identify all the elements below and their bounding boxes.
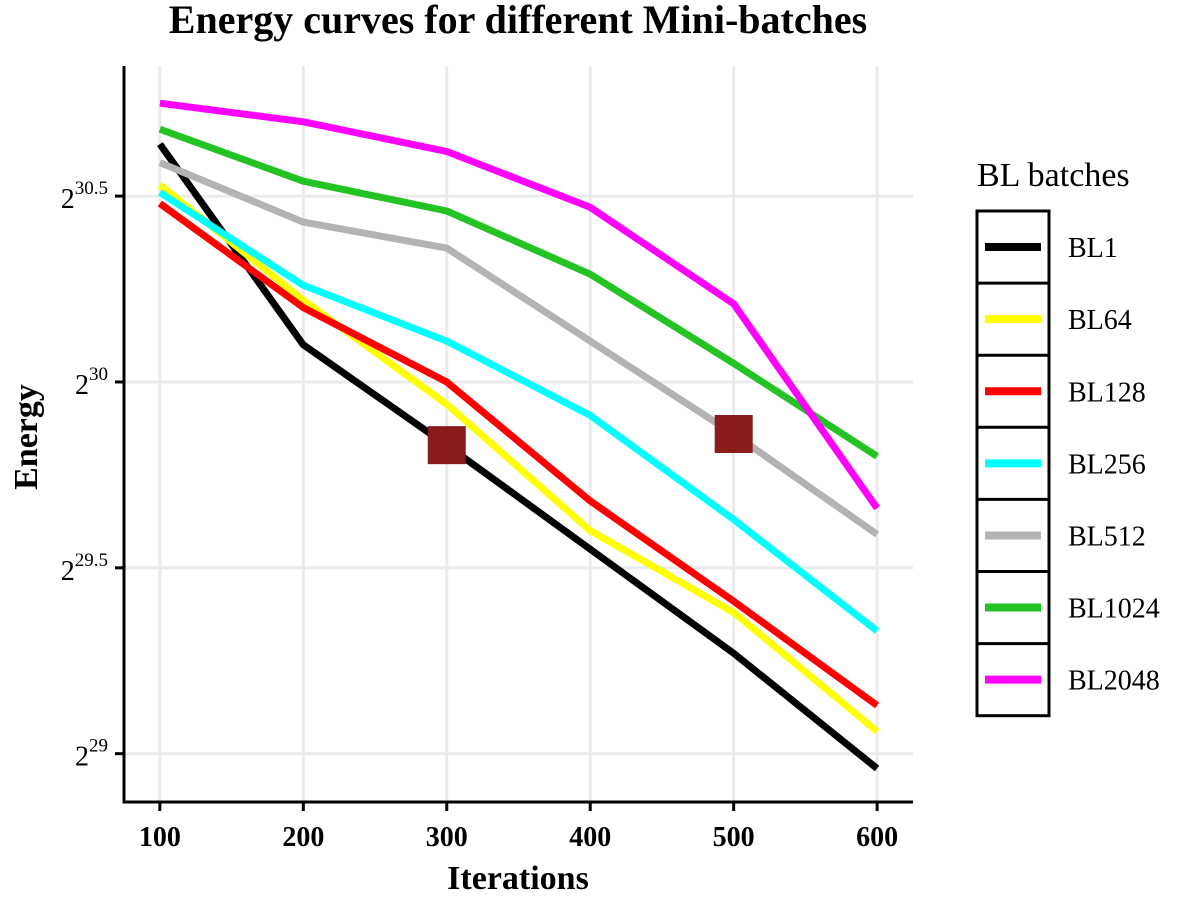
x-tick-label-2: 300 xyxy=(426,822,468,853)
x-tick-label-3: 400 xyxy=(569,822,611,853)
series-line-bl64 xyxy=(157,182,880,735)
legend-label-bl2048: BL2048 xyxy=(1068,666,1160,697)
y-tick-label-2: 230 xyxy=(75,364,108,401)
y-tick-label-0: 229 xyxy=(75,736,108,773)
legend-label-bl1024: BL1024 xyxy=(1068,594,1160,625)
x-tick-label-4: 500 xyxy=(713,822,755,853)
square-marker-1 xyxy=(714,415,753,453)
legend-label-bl128: BL128 xyxy=(1068,377,1146,408)
x-axis-label: Iterations xyxy=(447,860,589,897)
x-tick-label-5: 600 xyxy=(856,822,898,853)
series-line-bl512 xyxy=(158,159,880,538)
y-axis-label: Energy xyxy=(8,384,45,490)
legend-label-bl1: BL1 xyxy=(1068,233,1118,264)
y-tick-label-1: 229.5 xyxy=(61,550,108,587)
series-line-bl1 xyxy=(157,142,880,772)
series-layer xyxy=(157,99,880,772)
legend-title: BL batches xyxy=(977,157,1130,194)
y-tick-label-3: 230.5 xyxy=(61,178,108,215)
legend-label-bl64: BL64 xyxy=(1068,305,1132,336)
square-marker-0 xyxy=(427,426,466,465)
legend-label-bl256: BL256 xyxy=(1068,449,1146,480)
x-tick-label-0: 100 xyxy=(139,822,181,853)
marker-layer xyxy=(427,415,753,465)
x-tick-label-1: 200 xyxy=(282,822,324,853)
series-line-bl256 xyxy=(157,189,880,634)
axis-layer: 100 200 300 400 500 600 229 229.5 230 230.5 xyxy=(61,66,913,853)
chart-title: Energy curves for different Mini-batches xyxy=(169,0,867,42)
legend-items: BL1 BL64 BL128 BL256 BL512 BL1024 BL2048 xyxy=(975,209,1160,718)
series-line-bl1024 xyxy=(158,125,880,460)
legend-label-bl512: BL512 xyxy=(1068,521,1146,552)
series-line-bl2048 xyxy=(159,99,880,511)
series-line-bl128 xyxy=(157,200,880,709)
legend: BL batches BL1BL64BL128BL256BL512BL1024B… xyxy=(975,157,1160,718)
